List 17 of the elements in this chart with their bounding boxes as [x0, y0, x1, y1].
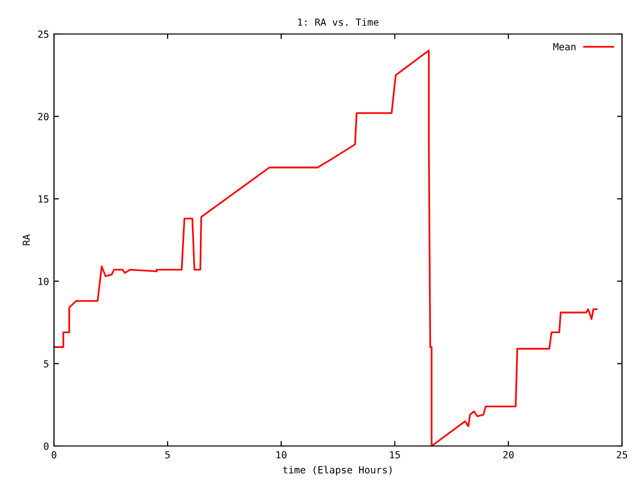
x-tick-label: 20 — [503, 451, 514, 458]
x-tick-label: 5 — [165, 451, 170, 458]
x-tick-label: 0 — [52, 451, 56, 458]
y-tick-label: 0 — [44, 442, 49, 450]
legend-label: Mean — [553, 43, 576, 50]
chart-title: 1: RA vs. Time — [298, 18, 378, 26]
y-axis-title: RA — [22, 234, 30, 246]
line-series — [54, 50, 598, 446]
y-tick-label: 15 — [38, 195, 48, 203]
x-tick-label: 15 — [390, 451, 400, 458]
x-tick-label: 25 — [616, 451, 628, 458]
y-tick-label: 20 — [38, 112, 49, 120]
y-tick-label: 10 — [38, 278, 49, 286]
y-tick-label: 5 — [44, 360, 48, 368]
y-tick-label: 25 — [38, 30, 48, 38]
x-tick-label: 10 — [276, 451, 286, 458]
x-axis-title: time (Elapse Hours) — [283, 466, 392, 476]
